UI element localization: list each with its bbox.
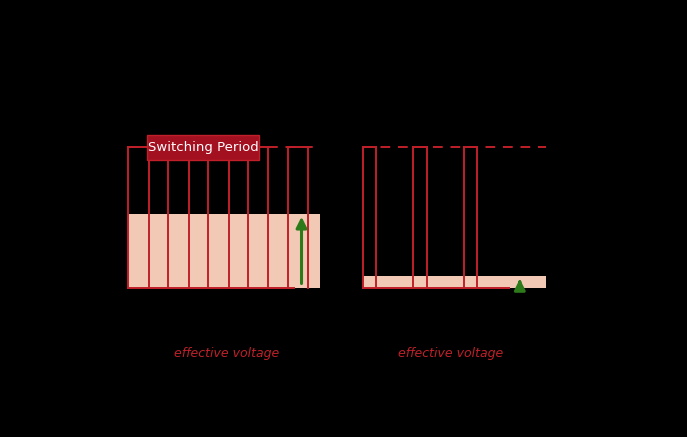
Text: Switching Period: Switching Period (148, 141, 258, 154)
Text: effective voltage: effective voltage (174, 347, 280, 361)
Bar (128, 214, 320, 288)
Text: effective voltage: effective voltage (398, 347, 503, 361)
Bar (147, 135, 259, 160)
Bar (363, 276, 546, 288)
